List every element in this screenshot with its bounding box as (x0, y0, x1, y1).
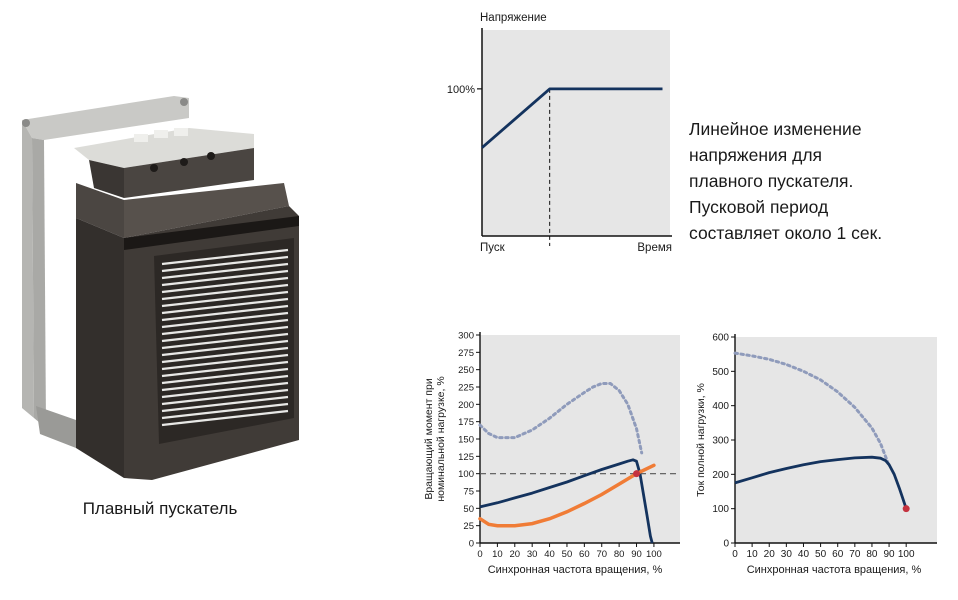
y-tick-label: 300 (712, 436, 729, 447)
vent-slot (161, 311, 289, 329)
y-axis-label: Вращающий момент при (423, 378, 435, 499)
x-tick-label: 20 (764, 549, 776, 560)
motor-series-line (734, 455, 908, 510)
vent-slot (161, 276, 289, 294)
x-tick-label: Пуск (480, 242, 506, 254)
x-tick-label: 10 (747, 549, 759, 560)
vent-slot (161, 402, 289, 420)
vent-slot (161, 332, 289, 350)
y-tick-label: 125 (458, 452, 474, 463)
dotted-series-line (478, 382, 644, 455)
x-tick-label: 70 (596, 549, 607, 560)
vent-slot (161, 325, 289, 343)
vent-slot (161, 304, 289, 322)
vent-slot (161, 248, 289, 266)
vent-slot (161, 353, 289, 371)
x-tick-label: 0 (732, 549, 738, 560)
dotted-series-line (733, 351, 891, 468)
y-tick-label: 25 (463, 521, 474, 532)
vent-slot (161, 297, 289, 315)
x-tick-label: 60 (832, 549, 844, 560)
y-tick-label: 75 (463, 487, 474, 498)
vent-slot (161, 283, 289, 301)
x-tick-label: 60 (579, 549, 590, 560)
y-tick-label: 500 (712, 367, 729, 378)
device-caption: Плавный пускатель (82, 499, 238, 518)
vent-slot (161, 367, 289, 385)
y-tick-label: 250 (458, 365, 474, 376)
vent-slot (161, 339, 289, 357)
x-tick-label: 10 (492, 549, 503, 560)
x-tick-label: 100 (898, 549, 915, 560)
y-tick-label: 275 (458, 348, 474, 359)
y-tick-label: 200 (458, 400, 474, 411)
y-tick-label: 50 (463, 504, 474, 515)
y-tick-label: 100 (712, 504, 729, 515)
vent-slot (161, 290, 289, 308)
y-axis-label: номинальной нагрузке, % (435, 376, 447, 501)
x-tick-label: 50 (815, 549, 827, 560)
x-tick-label: 30 (781, 549, 793, 560)
y-tick-label: 200 (712, 470, 729, 481)
x-tick-label: 0 (477, 549, 482, 560)
y-tick-label: 150 (458, 435, 474, 446)
x-tick-label: 50 (562, 549, 573, 560)
x-tick-label: 40 (544, 549, 555, 560)
y-tick-label: 400 (712, 401, 729, 412)
x-tick-label: 80 (614, 549, 625, 560)
x-tick-label: Время (637, 242, 672, 254)
y-axis-label: Ток полной нагрузки, % (695, 383, 707, 497)
x-tick-label: 90 (884, 549, 896, 560)
y-tick-label: 225 (458, 383, 474, 394)
vent-slot (161, 269, 289, 287)
y-axis-label: Напряжение (480, 12, 547, 24)
vent-slot (161, 388, 289, 406)
load-torque-line (478, 463, 656, 528)
operating-point-marker (902, 505, 910, 513)
description-line: Линейное изменение (689, 119, 862, 139)
y-tick-label: 0 (723, 539, 729, 550)
x-tick-label: 70 (849, 549, 861, 560)
operating-point-marker (633, 470, 641, 478)
x-axis-label: Синхронная частота вращения, % (488, 564, 663, 576)
x-axis-label: Синхронная частота вращения, % (747, 564, 922, 576)
x-tick-label: 90 (631, 549, 642, 560)
description-line: Пусковой период (689, 197, 829, 217)
y-tick-label: 100% (447, 84, 475, 96)
x-tick-label: 30 (527, 549, 538, 560)
description-line: напряжения для (689, 145, 823, 165)
ramp-description: Линейное изменение напряжения для плавно… (689, 116, 949, 246)
x-tick-label: 80 (866, 549, 878, 560)
vent-slot (161, 318, 289, 336)
vent-slot (161, 346, 289, 364)
vent-slot (161, 395, 289, 413)
y-tick-label: 300 (458, 331, 474, 342)
vent-slot (161, 381, 289, 399)
x-tick-label: 40 (798, 549, 810, 560)
soft-starter-illustration (22, 96, 299, 480)
torque-chart: 0 25 50 75 100 125 150 175 200 225 250 275 300 0 10 20 3… (423, 331, 680, 576)
voltage-ramp-chart: Напряжение 100% Пуск Время (447, 12, 672, 254)
x-tick-label: 100 (646, 549, 662, 560)
y-tick-label: 100 (458, 469, 474, 480)
y-tick-label: 0 (469, 539, 474, 550)
description-line: плавного пускателя. (689, 171, 854, 191)
x-tick-label: 20 (509, 549, 520, 560)
y-tick-label: 600 (712, 333, 729, 344)
vent-slot (161, 409, 289, 427)
description-line: составляет около 1 сек. (689, 223, 883, 243)
voltage-series-line (481, 87, 663, 149)
vent-slot (161, 374, 289, 392)
vent-slot (161, 262, 289, 280)
vent-slot (161, 360, 289, 378)
motor-series-line (479, 458, 654, 544)
y-tick-label: 175 (458, 417, 474, 428)
vent-slot (161, 255, 289, 273)
plot-area (480, 335, 680, 543)
plot-area (482, 30, 670, 236)
